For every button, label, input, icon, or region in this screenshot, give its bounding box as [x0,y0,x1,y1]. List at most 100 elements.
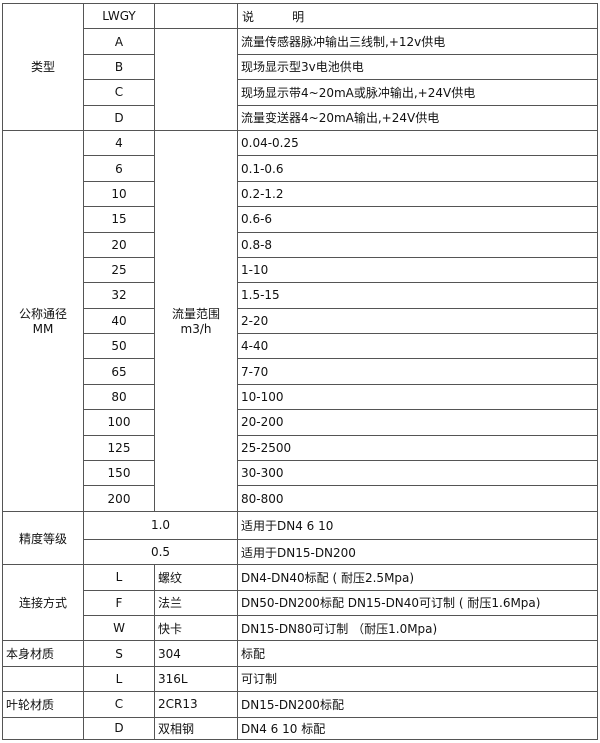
material-code: L [83,665,155,693]
flow-range-value: 0.8-8 [237,231,598,258]
diameter-label-line: 公称通径 [18,307,67,322]
table-row: 15 0.6-6 [3,206,598,233]
connection-code: W [83,614,155,642]
connection-desc: DN15-DN80可订制 （耐压1.0Mpa) [237,614,598,642]
connection-name: 螺纹 [154,564,238,591]
table-row: 25 1-10 [3,256,598,284]
diameter-value: 80 [83,383,155,411]
table-row: 80 10-100 [3,383,598,411]
type-desc: 流量变送器4~20mA输出,+24V供电 [237,104,598,131]
diameter-value: 125 [83,434,155,462]
connection-name: 快卡 [154,614,238,642]
table-row: W 快卡 DN15-DN80可订制 （耐压1.0Mpa) [3,614,598,642]
material-code: S [83,640,155,667]
table-row: 10 0.2-1.2 [3,180,598,208]
desc-header: 说 明 [237,2,598,30]
table-row: 6 0.1-0.6 [3,155,598,182]
flow-range-value: 0.6-6 [237,206,598,233]
material-name: 304 [154,640,238,667]
flow-range-value: 7-70 [237,358,598,385]
type-desc: 现场显示带4~20mA或脉冲输出,+24V供电 [237,79,598,106]
table-row: L 316L 可订制 [2,665,598,693]
connection-label: 连接方式 [2,564,84,642]
diameter-label: 公称通径 MM [2,129,84,512]
type-code: C [83,79,155,106]
diameter-value: 50 [83,333,155,360]
flow-range-value: 10-100 [237,383,598,411]
flow-range-value: 20-200 [237,409,598,436]
table-row: 20 0.8-8 [3,231,598,258]
accuracy-label: 精度等级 [2,510,84,566]
table-row: 0.5 适用于DN15-DN200 [3,538,598,566]
diameter-value: 32 [83,282,155,309]
material-desc: 可订制 [237,665,598,693]
table-row: A 流量传感器脉冲输出三线制,+12v供电 [3,28,598,131]
table-row: 150 30-300 [3,460,598,487]
table-row: C 现场显示带4~20mA或脉冲输出,+24V供电 [3,79,598,106]
table-row: 32 1.5-15 [3,282,598,309]
impeller-material-group-label [2,716,84,740]
table-row: 100 20-200 [3,409,598,436]
connection-code: F [83,589,155,616]
diameter-label-line: MM [32,322,54,337]
table-row: 200 80-800 [3,485,598,512]
flow-range-value: 2-20 [237,307,598,335]
connection-name: 法兰 [154,589,238,616]
diameter-value: 6 [83,155,155,182]
diameter-value: 4 [83,129,155,157]
table-row: 类型 LWGY 说 明 [2,2,598,131]
table-row: 本身材质 S 304 标配 [2,640,598,667]
type-code: B [83,53,155,81]
flow-range-value: 25-2500 [237,434,598,462]
diameter-value: 15 [83,206,155,233]
accuracy-desc: 适用于DN15-DN200 [237,538,598,566]
diameter-value: 150 [83,460,155,487]
type-code: A [83,28,155,55]
type-desc: 现场显示型3v电池供电 [237,53,598,81]
material-desc: DN15-DN200标配 [237,691,598,718]
material-desc: 标配 [237,640,598,667]
flow-range-label: 流量范围 m3/h [154,129,238,512]
table-row: 50 4-40 [3,333,598,360]
material-desc: DN4 6 10 标配 [237,716,598,740]
connection-desc: DN4-DN40标配 ( 耐压2.5Mpa) [237,564,598,591]
diameter-value: 10 [83,180,155,208]
impeller-material-group-label: 叶轮材质 [2,691,84,718]
empty-header [154,2,238,30]
type-empty [154,28,238,131]
table-row: D 流量变送器4~20mA输出,+24V供电 [3,104,598,131]
diameter-value: 40 [83,307,155,335]
flow-range-value: 1.5-15 [237,282,598,309]
flow-range-value: 0.2-1.2 [237,180,598,208]
body-material-group-label [2,665,84,693]
accuracy-grade: 1.0 [83,510,238,540]
material-code: C [83,691,155,718]
table-row: 叶轮材质 C 2CR13 DN15-DN200标配 [2,691,598,718]
diameter-value: 100 [83,409,155,436]
material-code: D [83,716,155,740]
table-row: 连接方式 L 螺纹 DN4-DN40标配 ( 耐压2.5Mpa) [2,564,598,642]
material-name: 双相钢 [154,716,238,740]
type-code: D [83,104,155,131]
connection-code: L [83,564,155,591]
table-row: 公称通径 MM 4 流量范围 m3/h 0.04-0.25 [2,129,598,512]
type-label: 类型 [2,3,84,131]
flow-range-value: 80-800 [237,485,598,512]
diameter-value: 200 [83,485,155,512]
accuracy-desc: 适用于DN4 6 10 [237,510,598,540]
diameter-value: 65 [83,358,155,385]
accuracy-grade: 0.5 [83,538,238,566]
diameter-value: 20 [83,231,155,258]
flow-range-value: 1-10 [237,256,598,284]
table-row: 40 2-20 [3,307,598,335]
flow-range-label-line: 流量范围 [171,307,220,322]
table-row: B 现场显示型3v电池供电 [3,53,598,81]
flow-range-value: 0.04-0.25 [237,129,598,157]
table-row: 65 7-70 [3,358,598,385]
flow-range-value: 4-40 [237,333,598,360]
material-name: 2CR13 [154,691,238,718]
table-row: D 双相钢 DN4 6 10 标配 [2,716,598,740]
model-header: LWGY [83,2,155,30]
table-row: 125 25-2500 [3,434,598,462]
